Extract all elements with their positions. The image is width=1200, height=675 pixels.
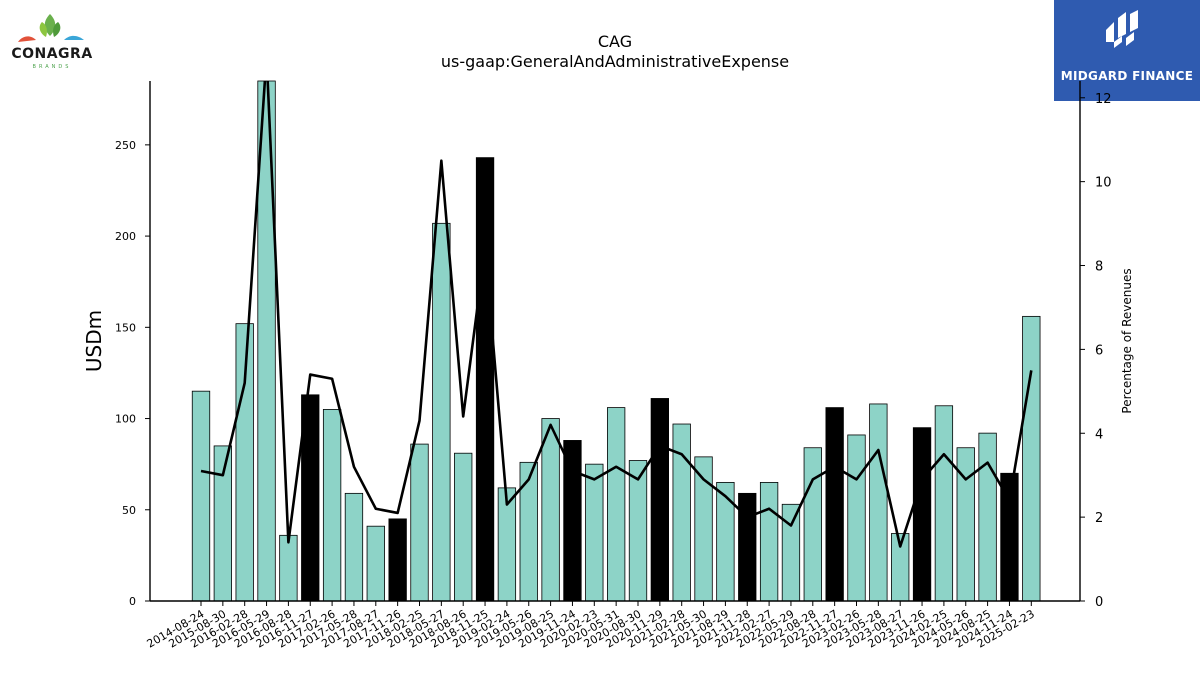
bar <box>519 461 538 602</box>
bar <box>454 452 473 602</box>
y-axis-label: USDm <box>82 310 106 372</box>
y-tick-label: 100 <box>115 413 136 426</box>
bar <box>912 427 932 602</box>
bar <box>366 525 385 602</box>
y2-tick-label: 4 <box>1095 427 1103 442</box>
bar <box>628 460 648 602</box>
bar <box>847 434 866 602</box>
bar <box>1022 315 1041 602</box>
chart-title: CAG <box>597 32 633 51</box>
bar <box>388 518 407 602</box>
bar <box>978 432 997 602</box>
bar <box>1000 472 1019 602</box>
bar <box>344 492 364 602</box>
y-tick-label: 50 <box>122 504 136 517</box>
y-tick-label: 250 <box>115 139 136 152</box>
bar <box>432 222 451 602</box>
bar <box>191 390 211 602</box>
bar <box>759 481 779 602</box>
y2-axis-label: Percentage of Revenues <box>1120 268 1134 413</box>
midgard-wordmark: MIDGARD FINANCE <box>1060 69 1194 83</box>
y2-tick-label: 6 <box>1095 343 1103 358</box>
conagra-sub: BRANDS <box>32 64 72 70</box>
midgard-mark-icon <box>1106 10 1138 48</box>
bar <box>541 418 560 602</box>
chart-title-block: CAG us-gaap:GeneralAndAdministrativeExpe… <box>150 32 1080 72</box>
bar <box>650 398 669 602</box>
percentage-line <box>200 81 1033 548</box>
bar <box>607 407 626 602</box>
y2-tick-label: 2 <box>1095 511 1103 526</box>
bar <box>475 157 495 602</box>
y2-tick-label: 8 <box>1095 260 1103 275</box>
bar <box>585 463 604 602</box>
bar <box>934 405 954 602</box>
conagra-wordmark: CONAGRA <box>11 46 93 62</box>
bar <box>410 443 429 602</box>
bar <box>213 445 233 602</box>
bar <box>322 409 342 602</box>
bar <box>803 447 822 602</box>
bar <box>716 481 735 602</box>
leaf-icon <box>18 14 84 42</box>
midgard-finance-logo: MIDGARD FINANCE <box>1054 0 1200 101</box>
bar <box>825 407 844 602</box>
conagra-logo: CONAGRA BRANDS <box>4 6 100 76</box>
bar <box>781 503 801 602</box>
chart-subtitle: us-gaap:GeneralAndAdministrativeExpense <box>440 52 790 71</box>
bar <box>563 440 582 602</box>
y-tick-label: 150 <box>115 321 136 334</box>
y2-tick-label: 10 <box>1095 176 1112 191</box>
bar <box>279 534 298 602</box>
y2-tick-label: 12 <box>1095 92 1112 107</box>
y-tick-label: 0 <box>129 595 136 608</box>
bar <box>869 403 888 602</box>
y2-tick-label: 0 <box>1095 595 1103 610</box>
y-tick-label: 200 <box>115 230 136 243</box>
